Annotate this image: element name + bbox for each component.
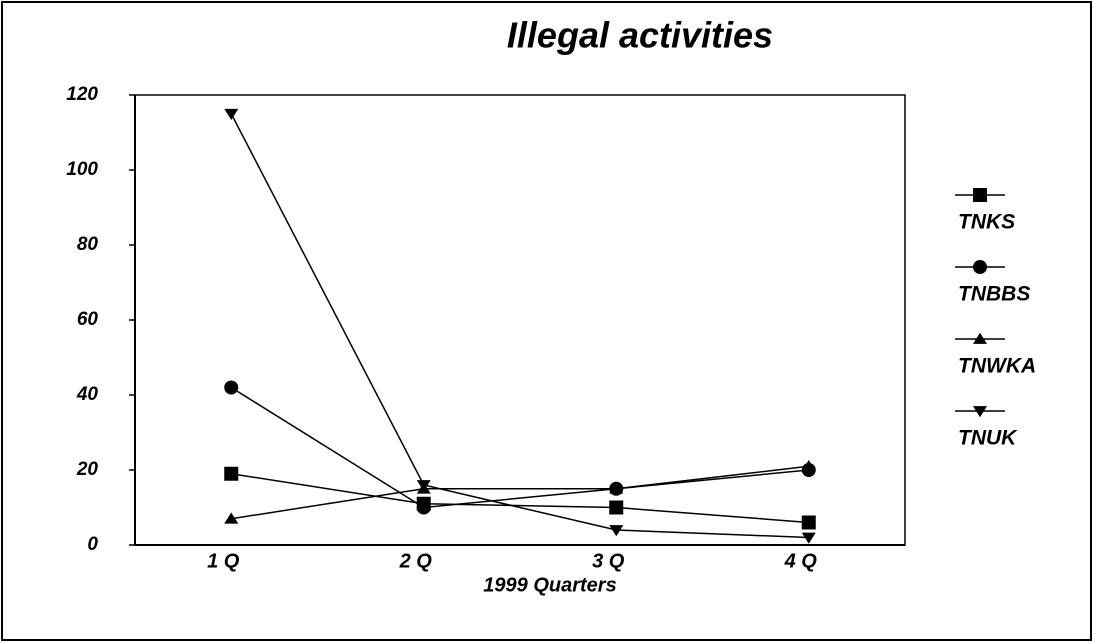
series-line <box>230 386 809 509</box>
chart-title: Illegal activities <box>507 15 773 56</box>
y-tick-label: 0 <box>87 534 98 555</box>
data-point <box>801 532 816 544</box>
data-point <box>224 380 239 395</box>
y-tick-label: 40 <box>76 384 99 405</box>
y-tick-label: 20 <box>76 459 99 480</box>
legend-label: TNBBS <box>958 283 1030 306</box>
series-line <box>230 113 809 539</box>
x-tick-label: 1 Q <box>207 550 240 572</box>
x-tick-label: 4 Q <box>784 550 818 572</box>
y-tick-label: 60 <box>77 309 99 330</box>
legend-label: TNWKA <box>958 355 1036 378</box>
data-point <box>801 515 816 530</box>
data-point <box>224 466 239 481</box>
series-line <box>231 473 809 524</box>
legend-label: TNUK <box>958 427 1018 450</box>
data-point <box>224 512 239 524</box>
series-line <box>231 465 809 520</box>
data-point <box>609 525 624 537</box>
y-tick-label: 80 <box>77 234 99 255</box>
legend-label: TNKS <box>958 211 1015 234</box>
legend-marker <box>973 332 987 344</box>
x-axis-label: 1999 Quarters <box>483 574 616 596</box>
data-point <box>416 480 431 492</box>
x-tick-label: 3 Q <box>592 550 625 572</box>
data-point <box>609 482 624 494</box>
legend-marker <box>973 260 987 274</box>
data-point <box>609 500 624 515</box>
legend-marker <box>973 188 987 202</box>
data-point <box>224 108 239 121</box>
y-tick-label: 100 <box>66 159 98 180</box>
y-tick-label: 120 <box>66 84 98 105</box>
legend-marker <box>973 406 987 418</box>
x-tick-label: 2 Q <box>399 550 433 572</box>
data-point <box>801 459 816 472</box>
data-point <box>416 500 431 515</box>
